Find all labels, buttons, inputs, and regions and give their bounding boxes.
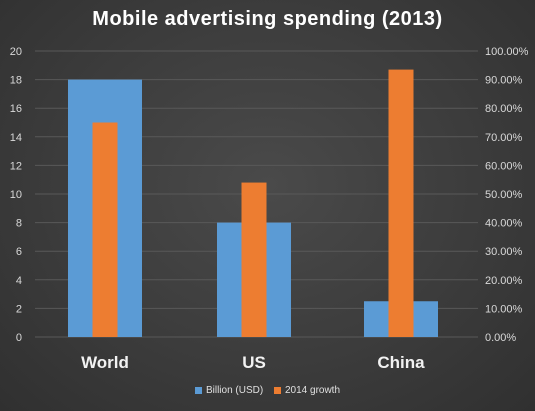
- legend-item-billion: Billion (USD): [194, 385, 264, 396]
- bar-2014-growth: [92, 122, 118, 337]
- y-right-tick-label: 60.00%: [485, 160, 523, 172]
- y-right-tick-label: 30.00%: [485, 246, 523, 258]
- legend-item-growth: 2014 growth: [273, 385, 341, 396]
- y-left-tick-label: 14: [10, 132, 22, 144]
- y-left-tick-label: 10: [10, 189, 22, 201]
- legend: Billion (USD) 2014 growth: [0, 385, 535, 397]
- legend-label-growth: 2014 growth: [284, 385, 341, 396]
- y-right-tick-label: 80.00%: [485, 103, 523, 115]
- y-right-tick-label: 100.00%: [485, 46, 529, 58]
- y-left-tick-label: 18: [10, 75, 22, 87]
- y-right-tick-label: 70.00%: [485, 132, 523, 144]
- bar-2014-growth: [388, 69, 414, 337]
- legend-swatch-growth: [273, 387, 281, 394]
- y-left-tick-label: 12: [10, 160, 22, 172]
- y-right-tick-label: 40.00%: [485, 218, 523, 230]
- y-right-tick-label: 90.00%: [485, 75, 523, 87]
- x-category-label: China: [377, 353, 425, 372]
- y-left-tick-label: 2: [16, 303, 22, 315]
- legend-swatch-billion: [194, 387, 202, 394]
- y-left-tick-label: 8: [16, 218, 22, 230]
- y-right-tick-label: 20.00%: [485, 275, 523, 287]
- y-left-tick-label: 4: [16, 275, 22, 287]
- y-left-tick-label: 0: [16, 332, 22, 344]
- y-left-tick-label: 6: [16, 246, 22, 258]
- bar-2014-growth: [241, 182, 267, 337]
- y-right-tick-label: 50.00%: [485, 189, 523, 201]
- y-right-tick-label: 0.00%: [485, 332, 516, 344]
- chart-title: Mobile advertising spending (2013): [92, 8, 443, 30]
- x-category-label: US: [242, 353, 266, 372]
- y-left-tick-label: 20: [10, 46, 22, 58]
- legend-label-billion: Billion (USD): [205, 385, 264, 396]
- x-category-label: World: [81, 353, 129, 372]
- y-left-tick-label: 16: [10, 103, 22, 115]
- y-right-tick-label: 10.00%: [485, 303, 523, 315]
